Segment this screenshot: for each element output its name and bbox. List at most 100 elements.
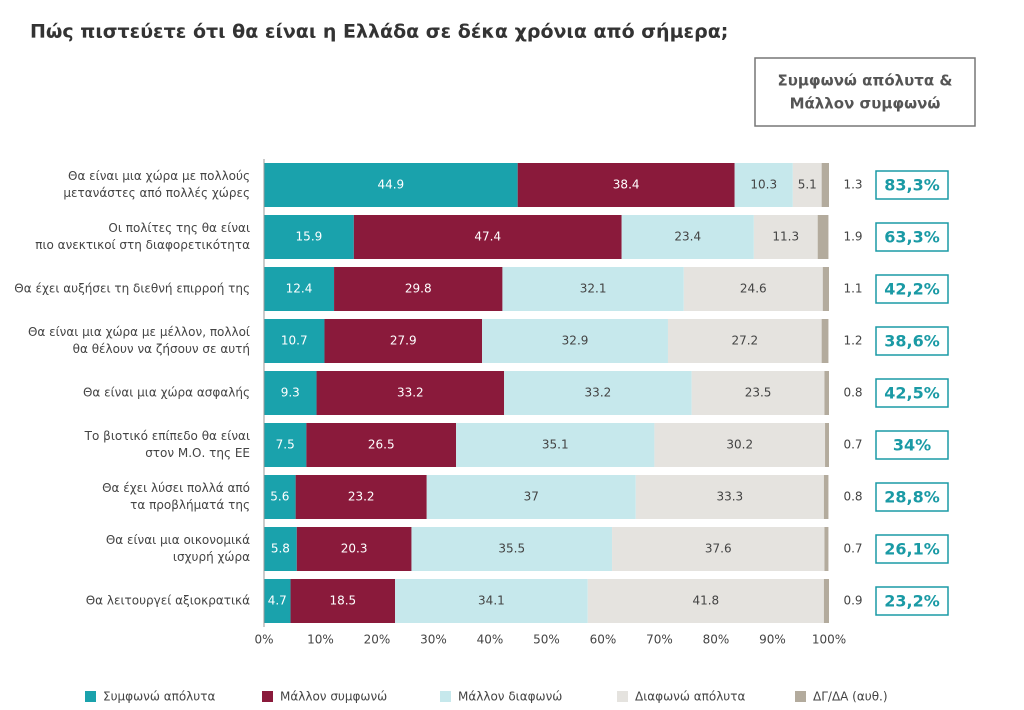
bar-segment — [683, 267, 823, 311]
category-label: Θα λειτουργεί αξιοκρατικά — [86, 594, 250, 608]
category-label: Θα είναι μια χώρα με μέλλον, πολλοί — [28, 325, 250, 339]
value-label: 10.7 — [281, 334, 308, 348]
bar-segment — [753, 215, 818, 259]
value-label: 26.5 — [368, 438, 395, 452]
summary-box — [875, 534, 949, 564]
summary-value: 63,3% — [884, 228, 940, 247]
summary-value: 26,1% — [884, 540, 940, 559]
value-label: 5.1 — [798, 178, 817, 192]
category-label: Θα έχει αυξήσει τη διεθνή επιρροή της — [14, 282, 250, 296]
bar-segment — [587, 579, 824, 623]
legend-label: Μάλλον συμφωνώ — [280, 690, 387, 704]
value-label: 27.9 — [390, 334, 417, 348]
bar-segment — [823, 475, 829, 519]
value-label: 33.2 — [585, 386, 612, 400]
x-tick-label: 0% — [254, 633, 273, 647]
summary-box — [875, 274, 949, 304]
bar-segment — [316, 371, 505, 415]
x-tick-label: 10% — [307, 633, 334, 647]
value-label: 9.3 — [281, 386, 300, 400]
value-label: 35.1 — [542, 438, 569, 452]
bar-segment — [482, 319, 668, 363]
category-label: Θα είναι μια χώρα ασφαλής — [83, 386, 250, 400]
value-label: 47.4 — [474, 230, 501, 244]
value-label: 11.3 — [772, 230, 799, 244]
summary-box — [875, 430, 949, 460]
category-label: ισχυρή χώρα — [173, 550, 250, 564]
summary-header-box — [754, 57, 976, 127]
bar-segment — [691, 371, 825, 415]
value-label: 20.3 — [341, 542, 368, 556]
bar-segment — [792, 163, 822, 207]
summary-title: Μάλλον συμφωνώ — [790, 95, 941, 113]
value-label: 35.5 — [498, 542, 525, 556]
value-label: 44.9 — [377, 178, 404, 192]
summary-box — [875, 222, 949, 252]
bar-segment — [296, 527, 412, 571]
bar-segment — [456, 423, 655, 467]
bar-segment — [504, 371, 692, 415]
value-label: 24.6 — [740, 282, 767, 296]
value-label: 30.2 — [726, 438, 753, 452]
category-label: Θα είναι μια χώρα με πολλούς — [68, 169, 250, 183]
value-label: 38.4 — [613, 178, 640, 192]
value-label: 5.8 — [271, 542, 290, 556]
category-label: Οι πολίτες της θα είναι — [108, 221, 250, 235]
bar-segment — [635, 475, 824, 519]
bar-segment — [667, 319, 822, 363]
bar-segment — [411, 527, 613, 571]
value-label: 5.6 — [270, 490, 289, 504]
bar-segment — [517, 163, 735, 207]
legend-label: Διαφωνώ απόλυτα — [635, 690, 745, 704]
bar-segment — [264, 475, 296, 519]
summary-value: 34% — [893, 436, 931, 455]
value-label: 12.4 — [286, 282, 313, 296]
x-tick-label: 40% — [477, 633, 504, 647]
bar-segment — [734, 163, 793, 207]
bar-segment — [821, 319, 829, 363]
summary-title: Συμφωνώ απόλυτα & — [778, 72, 953, 90]
bar-segment — [306, 423, 457, 467]
bar-segment — [295, 475, 427, 519]
bar-segment — [822, 267, 829, 311]
legend-label: Συμφωνώ απόλυτα — [103, 690, 215, 704]
x-tick-label: 90% — [759, 633, 786, 647]
bar-segment — [825, 423, 829, 467]
bar-segment — [290, 579, 396, 623]
bar-segment — [264, 527, 297, 571]
value-label: 1.3 — [843, 178, 862, 192]
x-tick-label: 30% — [420, 633, 447, 647]
bar-segment — [264, 579, 291, 623]
value-label: 32.1 — [580, 282, 607, 296]
value-label: 23.2 — [348, 490, 375, 504]
category-label: στον Μ.Ο. της ΕΕ — [145, 446, 250, 460]
value-label: 41.8 — [692, 594, 719, 608]
x-tick-label: 100% — [812, 633, 846, 647]
bar-segment — [264, 423, 307, 467]
bar-segment — [264, 371, 317, 415]
bar-segment — [621, 215, 754, 259]
value-label: 15.9 — [296, 230, 323, 244]
legend-swatch — [85, 691, 96, 702]
value-label: 23.5 — [745, 386, 772, 400]
category-label: Θα έχει λύσει πολλά από — [102, 481, 250, 495]
legend-label: Μάλλον διαφωνώ — [458, 690, 562, 704]
bar-segment — [264, 319, 325, 363]
bar-segment — [395, 579, 588, 623]
legend-swatch — [440, 691, 451, 702]
legend-swatch — [795, 691, 806, 702]
value-label: 32.9 — [562, 334, 589, 348]
summary-box — [875, 326, 949, 356]
summary-box — [875, 586, 949, 616]
value-label: 29.8 — [405, 282, 432, 296]
bar-segment — [264, 215, 354, 259]
bar-segment — [334, 267, 503, 311]
bar-segment — [264, 267, 335, 311]
category-label: μετανάστες από πολλές χώρες — [63, 186, 250, 200]
summary-box — [875, 482, 949, 512]
value-label: 18.5 — [329, 594, 356, 608]
legend-swatch — [262, 691, 273, 702]
value-label: 10.3 — [750, 178, 777, 192]
value-label: 1.1 — [843, 282, 862, 296]
summary-value: 38,6% — [884, 332, 940, 351]
